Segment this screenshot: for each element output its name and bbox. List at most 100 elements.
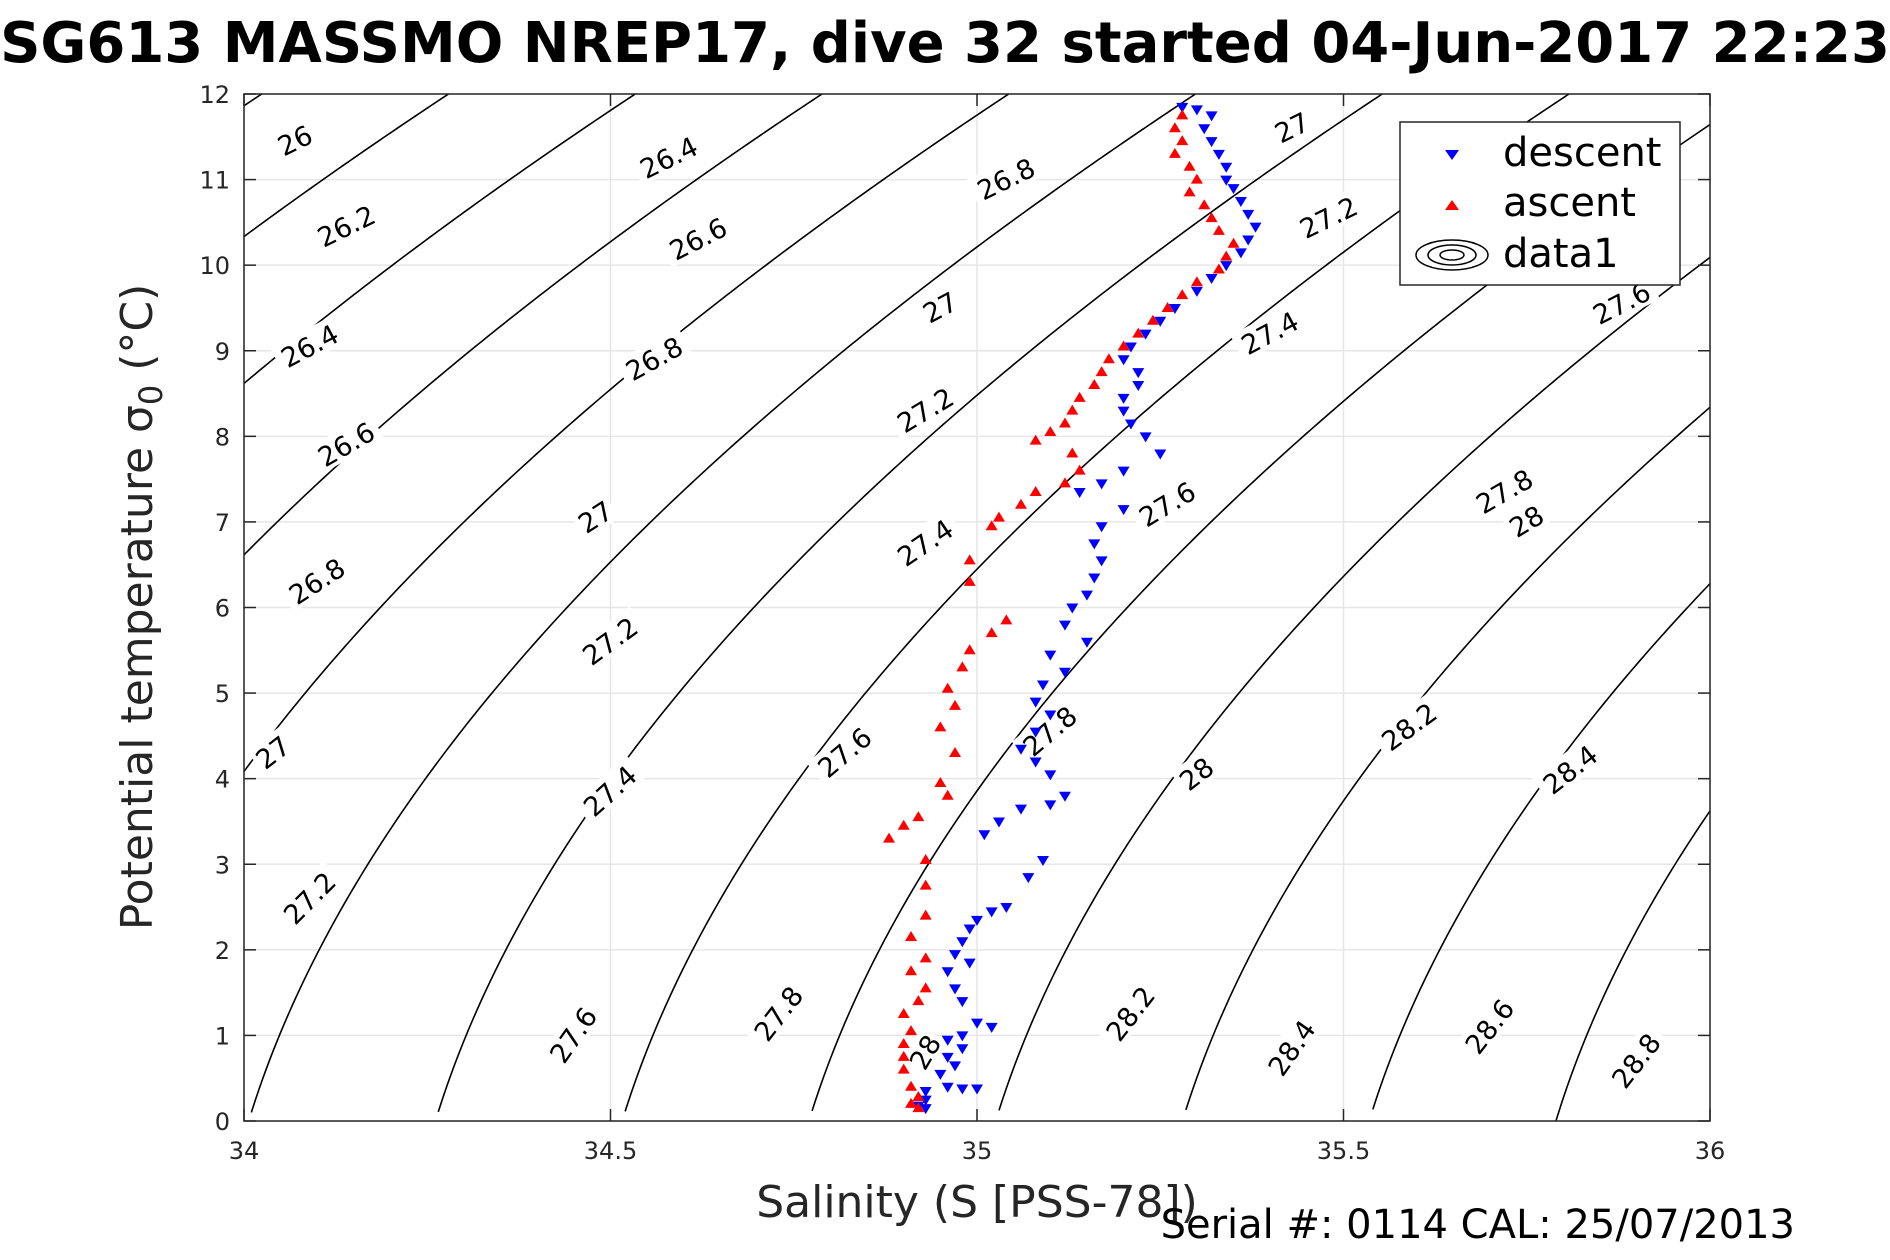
ascent-point <box>1212 224 1225 235</box>
descent-point <box>1044 770 1057 781</box>
ascent-point <box>949 699 962 710</box>
descent-point <box>985 1022 998 1033</box>
ascent-point <box>905 930 918 941</box>
legend-box <box>1399 121 1681 286</box>
ascent-point <box>905 1097 918 1108</box>
descent-point <box>1036 855 1049 866</box>
contour-label: 27.2 <box>1288 187 1367 246</box>
ascent-point <box>1212 263 1225 274</box>
descent-point <box>934 1069 947 1080</box>
descent-point <box>1198 124 1211 135</box>
contour-line <box>1372 583 1710 1110</box>
y-tick-label: 2 <box>215 937 230 965</box>
descent-point <box>1220 175 1233 186</box>
ascent-point <box>941 789 954 800</box>
contour-label-bg <box>1370 692 1447 759</box>
legend-ascent-marker <box>1445 200 1459 210</box>
ascent-point <box>1176 289 1189 300</box>
contour-label-bg <box>614 326 693 389</box>
y-tick-label: 8 <box>215 423 230 451</box>
y-tick-label: 1 <box>215 1022 230 1050</box>
contour-label: 28.4 <box>1257 1009 1324 1086</box>
descent-point <box>1249 222 1262 233</box>
contour-label-bg <box>1230 301 1309 362</box>
legend-contour-icon <box>1415 239 1489 271</box>
ascent-point <box>1117 340 1130 351</box>
descent-point <box>1205 111 1218 122</box>
ascent-point <box>912 995 925 1006</box>
x-tick-label: 36 <box>1695 1137 1726 1165</box>
ascent-point <box>1168 147 1181 158</box>
descent-point <box>1058 667 1071 678</box>
descent-point <box>1117 406 1130 417</box>
descent-point <box>1168 303 1181 314</box>
descent-point <box>978 830 991 841</box>
contour-line <box>244 94 1011 772</box>
contour-label: 27.4 <box>1230 301 1309 362</box>
contour-label-bg <box>539 996 606 1073</box>
ascent-point <box>934 721 947 732</box>
contour-line <box>244 94 450 238</box>
descent-point <box>1205 274 1218 285</box>
contour-label-text: 28 <box>1504 500 1549 544</box>
ascent-point <box>1029 485 1042 496</box>
contour-label-bg <box>966 148 1045 208</box>
y-axis-title-main: Potential temperature <box>112 433 163 930</box>
descent-point <box>919 1104 932 1115</box>
contour-line <box>998 256 1710 1111</box>
contour-label: 26 <box>269 117 319 163</box>
ascent-point <box>1066 447 1079 458</box>
y-tick-label: 9 <box>215 338 230 366</box>
contour-label: 28.6 <box>1454 988 1523 1064</box>
contour-label-bg <box>1465 459 1543 522</box>
descent-point <box>1044 650 1057 661</box>
contour-label: 28.8 <box>1601 1022 1670 1098</box>
contour-label-bg <box>914 283 965 329</box>
contour-line <box>1185 406 1710 1111</box>
ascent-point <box>1220 250 1233 261</box>
ascent-point <box>1029 434 1042 445</box>
contour-label-bg <box>1454 988 1523 1064</box>
descent-point <box>919 1095 932 1106</box>
contour-label-text: 28 <box>904 1030 948 1075</box>
descent-point <box>1154 449 1167 460</box>
contour-label: 26.8 <box>966 148 1045 208</box>
serial-cal-footer: Serial #: 0114 CAL: 25/07/2013 <box>1161 1202 1795 1248</box>
descent-point <box>1029 727 1042 738</box>
ascent-point <box>897 1008 910 1019</box>
descent-point <box>1036 680 1049 691</box>
descent-point <box>1058 791 1071 802</box>
ascent-point <box>1176 109 1189 120</box>
descent-point <box>1227 184 1240 195</box>
contour-label-bg <box>629 127 708 186</box>
ascent-point <box>956 661 969 672</box>
descent-point <box>1234 248 1247 259</box>
contour-label: 26.8 <box>277 547 355 613</box>
ascent-point <box>905 1025 918 1036</box>
ascent-point <box>919 909 932 920</box>
contour-label: 27.2 <box>886 377 964 441</box>
y-tick-label: 6 <box>215 595 230 623</box>
descent-point <box>1154 316 1167 327</box>
contour-label-bg <box>658 208 737 268</box>
ascent-point <box>963 575 976 586</box>
descent-point <box>1124 342 1137 353</box>
contour-line <box>624 94 1571 1112</box>
contour-label: 27 <box>569 492 620 540</box>
contour-label-bg <box>743 975 812 1051</box>
descent-point <box>1073 487 1086 498</box>
descent-point <box>1117 355 1130 366</box>
contour-label: 26.6 <box>658 208 737 268</box>
contour-label-bg <box>1531 734 1608 803</box>
descent-point <box>1080 637 1093 648</box>
ascent-point <box>919 982 932 993</box>
contour-label: 28.2 <box>1370 692 1447 759</box>
ascent-point <box>1205 212 1218 223</box>
descent-point <box>1132 380 1145 391</box>
descent-point <box>1095 479 1108 490</box>
ascent-point <box>919 879 932 890</box>
descent-point <box>956 937 969 948</box>
ascent-point <box>941 682 954 693</box>
ascent-point <box>1088 378 1101 389</box>
contour-label-bg <box>886 377 964 441</box>
